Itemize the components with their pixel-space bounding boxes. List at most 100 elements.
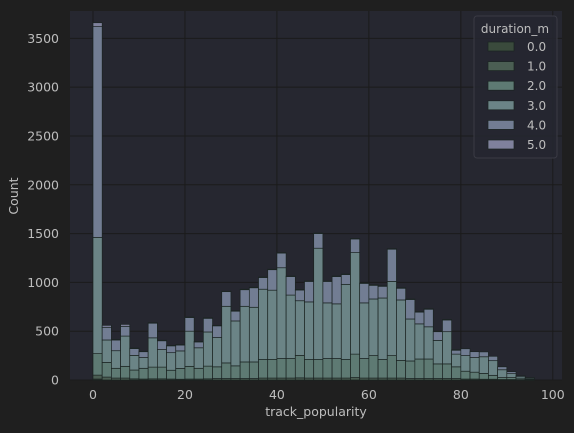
histogram-bar (369, 285, 378, 286)
histogram-bar (350, 354, 359, 377)
x-tick-label: 40 (269, 387, 285, 402)
legend-swatch (488, 101, 514, 110)
histogram-bar (305, 302, 314, 360)
histogram-bar (157, 350, 166, 368)
y-tick-label: 1500 (27, 226, 59, 241)
histogram-bar (93, 375, 102, 379)
histogram-bar (507, 372, 516, 374)
histogram-bar (231, 321, 240, 366)
histogram-bar (130, 349, 139, 356)
y-tick-label: 3500 (27, 31, 59, 46)
histogram-bar (157, 367, 166, 379)
histogram-bar (139, 352, 148, 358)
histogram-bar (479, 357, 488, 374)
histogram-bar (387, 356, 396, 378)
histogram-bar (424, 309, 433, 310)
histogram-bar (139, 358, 148, 369)
histogram-bar (203, 318, 212, 319)
histogram-bar (277, 253, 286, 268)
histogram-bar (350, 253, 359, 355)
histogram-bar (396, 288, 405, 300)
histogram-bar (139, 351, 148, 352)
x-tick-label: 0 (89, 387, 97, 402)
histogram-bar (259, 277, 268, 278)
histogram-bar (488, 356, 497, 360)
histogram-bar (259, 289, 268, 359)
histogram-bar (240, 289, 249, 290)
histogram-bar (213, 338, 222, 367)
histogram-bar (139, 368, 148, 379)
histogram-bar (424, 309, 433, 327)
histogram-bar (433, 332, 442, 341)
x-tick-label: 80 (453, 387, 469, 402)
histogram-bar (130, 355, 139, 370)
histogram-bar (479, 352, 488, 357)
y-tick-label: 1000 (27, 275, 59, 290)
histogram-bar (121, 336, 130, 366)
legend-swatch (488, 140, 514, 149)
y-tick-label: 0 (51, 373, 59, 388)
histogram-bar (305, 281, 314, 282)
histogram-bar (323, 359, 332, 379)
histogram-bar (396, 288, 405, 289)
histogram-bar (516, 376, 525, 377)
histogram-bar (240, 362, 249, 379)
histogram-bar (360, 283, 369, 284)
histogram-bar (268, 269, 277, 270)
histogram-bar (406, 299, 415, 319)
histogram-bar (350, 378, 359, 380)
histogram-bar (378, 360, 387, 379)
histogram-bar (433, 364, 442, 379)
histogram-bar (341, 274, 350, 275)
histogram-bar (286, 277, 295, 296)
histogram-bar (341, 275, 350, 285)
histogram-bar (213, 325, 222, 326)
histogram-bar (185, 331, 194, 366)
histogram-bar (323, 303, 332, 359)
y-tick-label: 500 (35, 324, 59, 339)
histogram-bar (332, 304, 341, 359)
histogram-bar (102, 327, 111, 340)
x-tick-label: 60 (361, 387, 377, 402)
histogram-bar (203, 366, 212, 379)
histogram-bar (498, 367, 507, 370)
histogram-bar (314, 360, 323, 379)
histogram-bar (231, 366, 240, 379)
histogram-bar (213, 326, 222, 338)
histogram-bar (102, 340, 111, 362)
histogram-bar (360, 303, 369, 359)
legend-entry-label: 4.0 (527, 118, 546, 132)
histogram-bar (332, 277, 341, 304)
histogram-bar (231, 311, 240, 321)
histogram-bar (148, 323, 157, 338)
histogram-bar (378, 298, 387, 360)
histogram-bar (102, 362, 111, 377)
histogram-bar (222, 363, 231, 379)
histogram-bar (277, 268, 286, 359)
x-axis-label: track_popularity (265, 404, 367, 419)
histogram-bar (222, 292, 231, 307)
histogram-bar (461, 371, 470, 379)
histogram-bar (470, 358, 479, 373)
histogram-bar (231, 311, 240, 312)
histogram-bar (148, 323, 157, 324)
histogram-bar (396, 300, 405, 361)
histogram-bar (341, 284, 350, 359)
legend-entry-label: 3.0 (527, 99, 546, 113)
histogram-bar (452, 350, 461, 351)
histogram-bar (185, 366, 194, 379)
histogram-bar (213, 367, 222, 379)
histogram-bar (167, 345, 176, 346)
histogram-bar (461, 356, 470, 372)
histogram-bar (323, 281, 332, 302)
histogram-bar (369, 299, 378, 356)
histogram-bar (277, 359, 286, 379)
histogram-bar (268, 360, 277, 379)
legend-swatch (488, 120, 514, 129)
histogram-bar (396, 360, 405, 378)
histogram-bar (111, 340, 120, 351)
histogram-bar (148, 367, 157, 379)
histogram-bar (378, 286, 387, 298)
histogram-bar (305, 281, 314, 302)
